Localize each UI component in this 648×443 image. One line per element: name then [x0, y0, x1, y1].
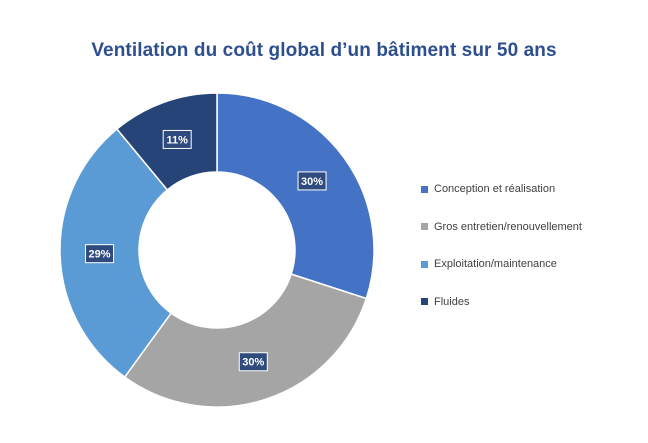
legend-item-fluides: Fluides [421, 293, 582, 311]
legend-swatch [421, 185, 428, 193]
data-label-box [238, 352, 268, 372]
slice-conception [216, 92, 375, 300]
data-label-text: 30% [301, 176, 323, 188]
data-label-conception: 30% [297, 171, 327, 191]
data-label-gros-entretien: 30% [238, 352, 268, 372]
legend-swatch [421, 223, 428, 230]
data-label-exploitation: 29% [85, 244, 115, 264]
legend-label: Fluides [434, 295, 470, 308]
legend-swatch [421, 298, 428, 305]
data-label-box [85, 244, 115, 264]
legend-swatch [421, 260, 428, 268]
legend-item-gros-entretien: Gros entretien/renouvellement [421, 218, 582, 236]
data-label-box [162, 129, 192, 149]
slice-gros-entretien [123, 273, 368, 408]
chart-title: Ventilation du coût global d’un bâtiment… [91, 40, 557, 61]
legend-label: Exploitation/maintenance [434, 258, 557, 270]
data-label-text: 11% [166, 134, 188, 146]
legend-item-conception: Conception et réalisation [421, 180, 582, 198]
data-label-box [297, 171, 327, 191]
data-label-text: 30% [242, 357, 264, 369]
data-label-text: 29% [89, 249, 111, 261]
legend-label: Gros entretien/renouvellement [434, 220, 582, 233]
chart-legend: Conception et réalisation Gros entretien… [421, 180, 582, 330]
data-label-fluides: 11% [162, 129, 192, 149]
legend-label: Conception et réalisation [434, 183, 556, 195]
legend-item-exploitation: Exploitation/maintenance [421, 255, 582, 273]
slice-exploitation [59, 127, 173, 379]
